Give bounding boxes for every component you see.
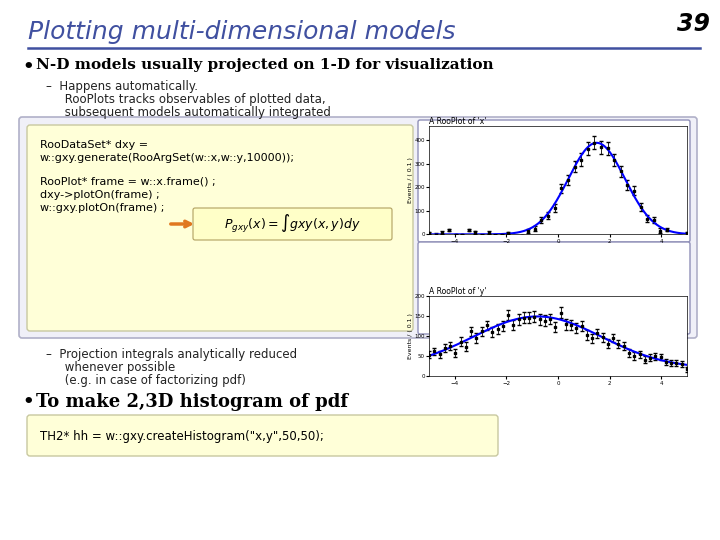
Text: –  Projection integrals analytically reduced: – Projection integrals analytically redu… (46, 348, 297, 361)
Text: w::gxy.plotOn(frame) ;: w::gxy.plotOn(frame) ; (40, 203, 164, 213)
Text: RooPlots tracks observables of plotted data,: RooPlots tracks observables of plotted d… (46, 93, 325, 106)
Text: whenever possible: whenever possible (46, 361, 175, 374)
Text: A RooPlot of 'y': A RooPlot of 'y' (429, 287, 487, 296)
Text: 39: 39 (677, 12, 710, 36)
Text: (e.g. in case of factorizing pdf): (e.g. in case of factorizing pdf) (46, 374, 246, 387)
Text: dxy->plotOn(frame) ;: dxy->plotOn(frame) ; (40, 190, 160, 200)
Text: –  Happens automatically.: – Happens automatically. (46, 80, 198, 93)
Text: •: • (22, 58, 34, 76)
Y-axis label: Events / ( 0.1 ): Events / ( 0.1 ) (408, 314, 413, 359)
Text: TH2* hh = w::gxy.createHistogram("x,y",50,50);: TH2* hh = w::gxy.createHistogram("x,y",5… (40, 430, 324, 443)
Y-axis label: Events / ( 0.1 ): Events / ( 0.1 ) (408, 158, 413, 203)
Text: w::gxy.generate(RooArgSet(w::x,w::y,10000));: w::gxy.generate(RooArgSet(w::x,w::y,1000… (40, 153, 295, 163)
Text: Plotting multi-dimensional models: Plotting multi-dimensional models (28, 20, 456, 44)
Text: A RooPlot of 'x': A RooPlot of 'x' (429, 117, 487, 126)
Text: N-D models usually projected on 1-D for visualization: N-D models usually projected on 1-D for … (36, 58, 494, 72)
FancyBboxPatch shape (27, 415, 498, 456)
Text: RooDataSet* dxy =: RooDataSet* dxy = (40, 140, 148, 150)
FancyBboxPatch shape (418, 242, 690, 334)
Text: subsequent models automatically integrated: subsequent models automatically integrat… (46, 106, 331, 119)
FancyBboxPatch shape (27, 125, 413, 331)
Text: •: • (22, 393, 34, 411)
FancyBboxPatch shape (19, 117, 697, 338)
Text: To make 2,3D histogram of pdf: To make 2,3D histogram of pdf (36, 393, 348, 411)
FancyBboxPatch shape (193, 208, 392, 240)
Text: $P_{gxy}(x) = \int gxy(x,y)dy$: $P_{gxy}(x) = \int gxy(x,y)dy$ (224, 213, 360, 235)
FancyBboxPatch shape (418, 120, 690, 242)
Text: RooPlot* frame = w::x.frame() ;: RooPlot* frame = w::x.frame() ; (40, 177, 215, 187)
